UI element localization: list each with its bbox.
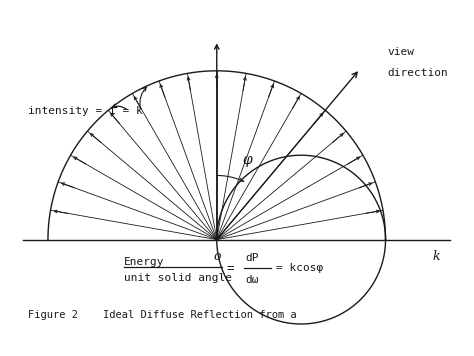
Text: Figure 2    Ideal Diffuse Reflection from a: Figure 2 Ideal Diffuse Reflection from a [27, 310, 296, 320]
Text: direction: direction [387, 68, 448, 78]
Text: dω: dω [246, 275, 259, 285]
Text: k: k [432, 250, 440, 263]
Text: o: o [213, 250, 220, 263]
Text: intensity = i = k: intensity = i = k [27, 106, 143, 116]
Text: =: = [227, 262, 234, 275]
Text: dP: dP [246, 253, 259, 263]
Text: view: view [387, 47, 414, 57]
Text: unit solid angle: unit solid angle [124, 273, 232, 283]
Text: φ: φ [242, 153, 252, 167]
Text: = kcosφ: = kcosφ [276, 263, 323, 273]
Text: Energy: Energy [124, 257, 164, 267]
